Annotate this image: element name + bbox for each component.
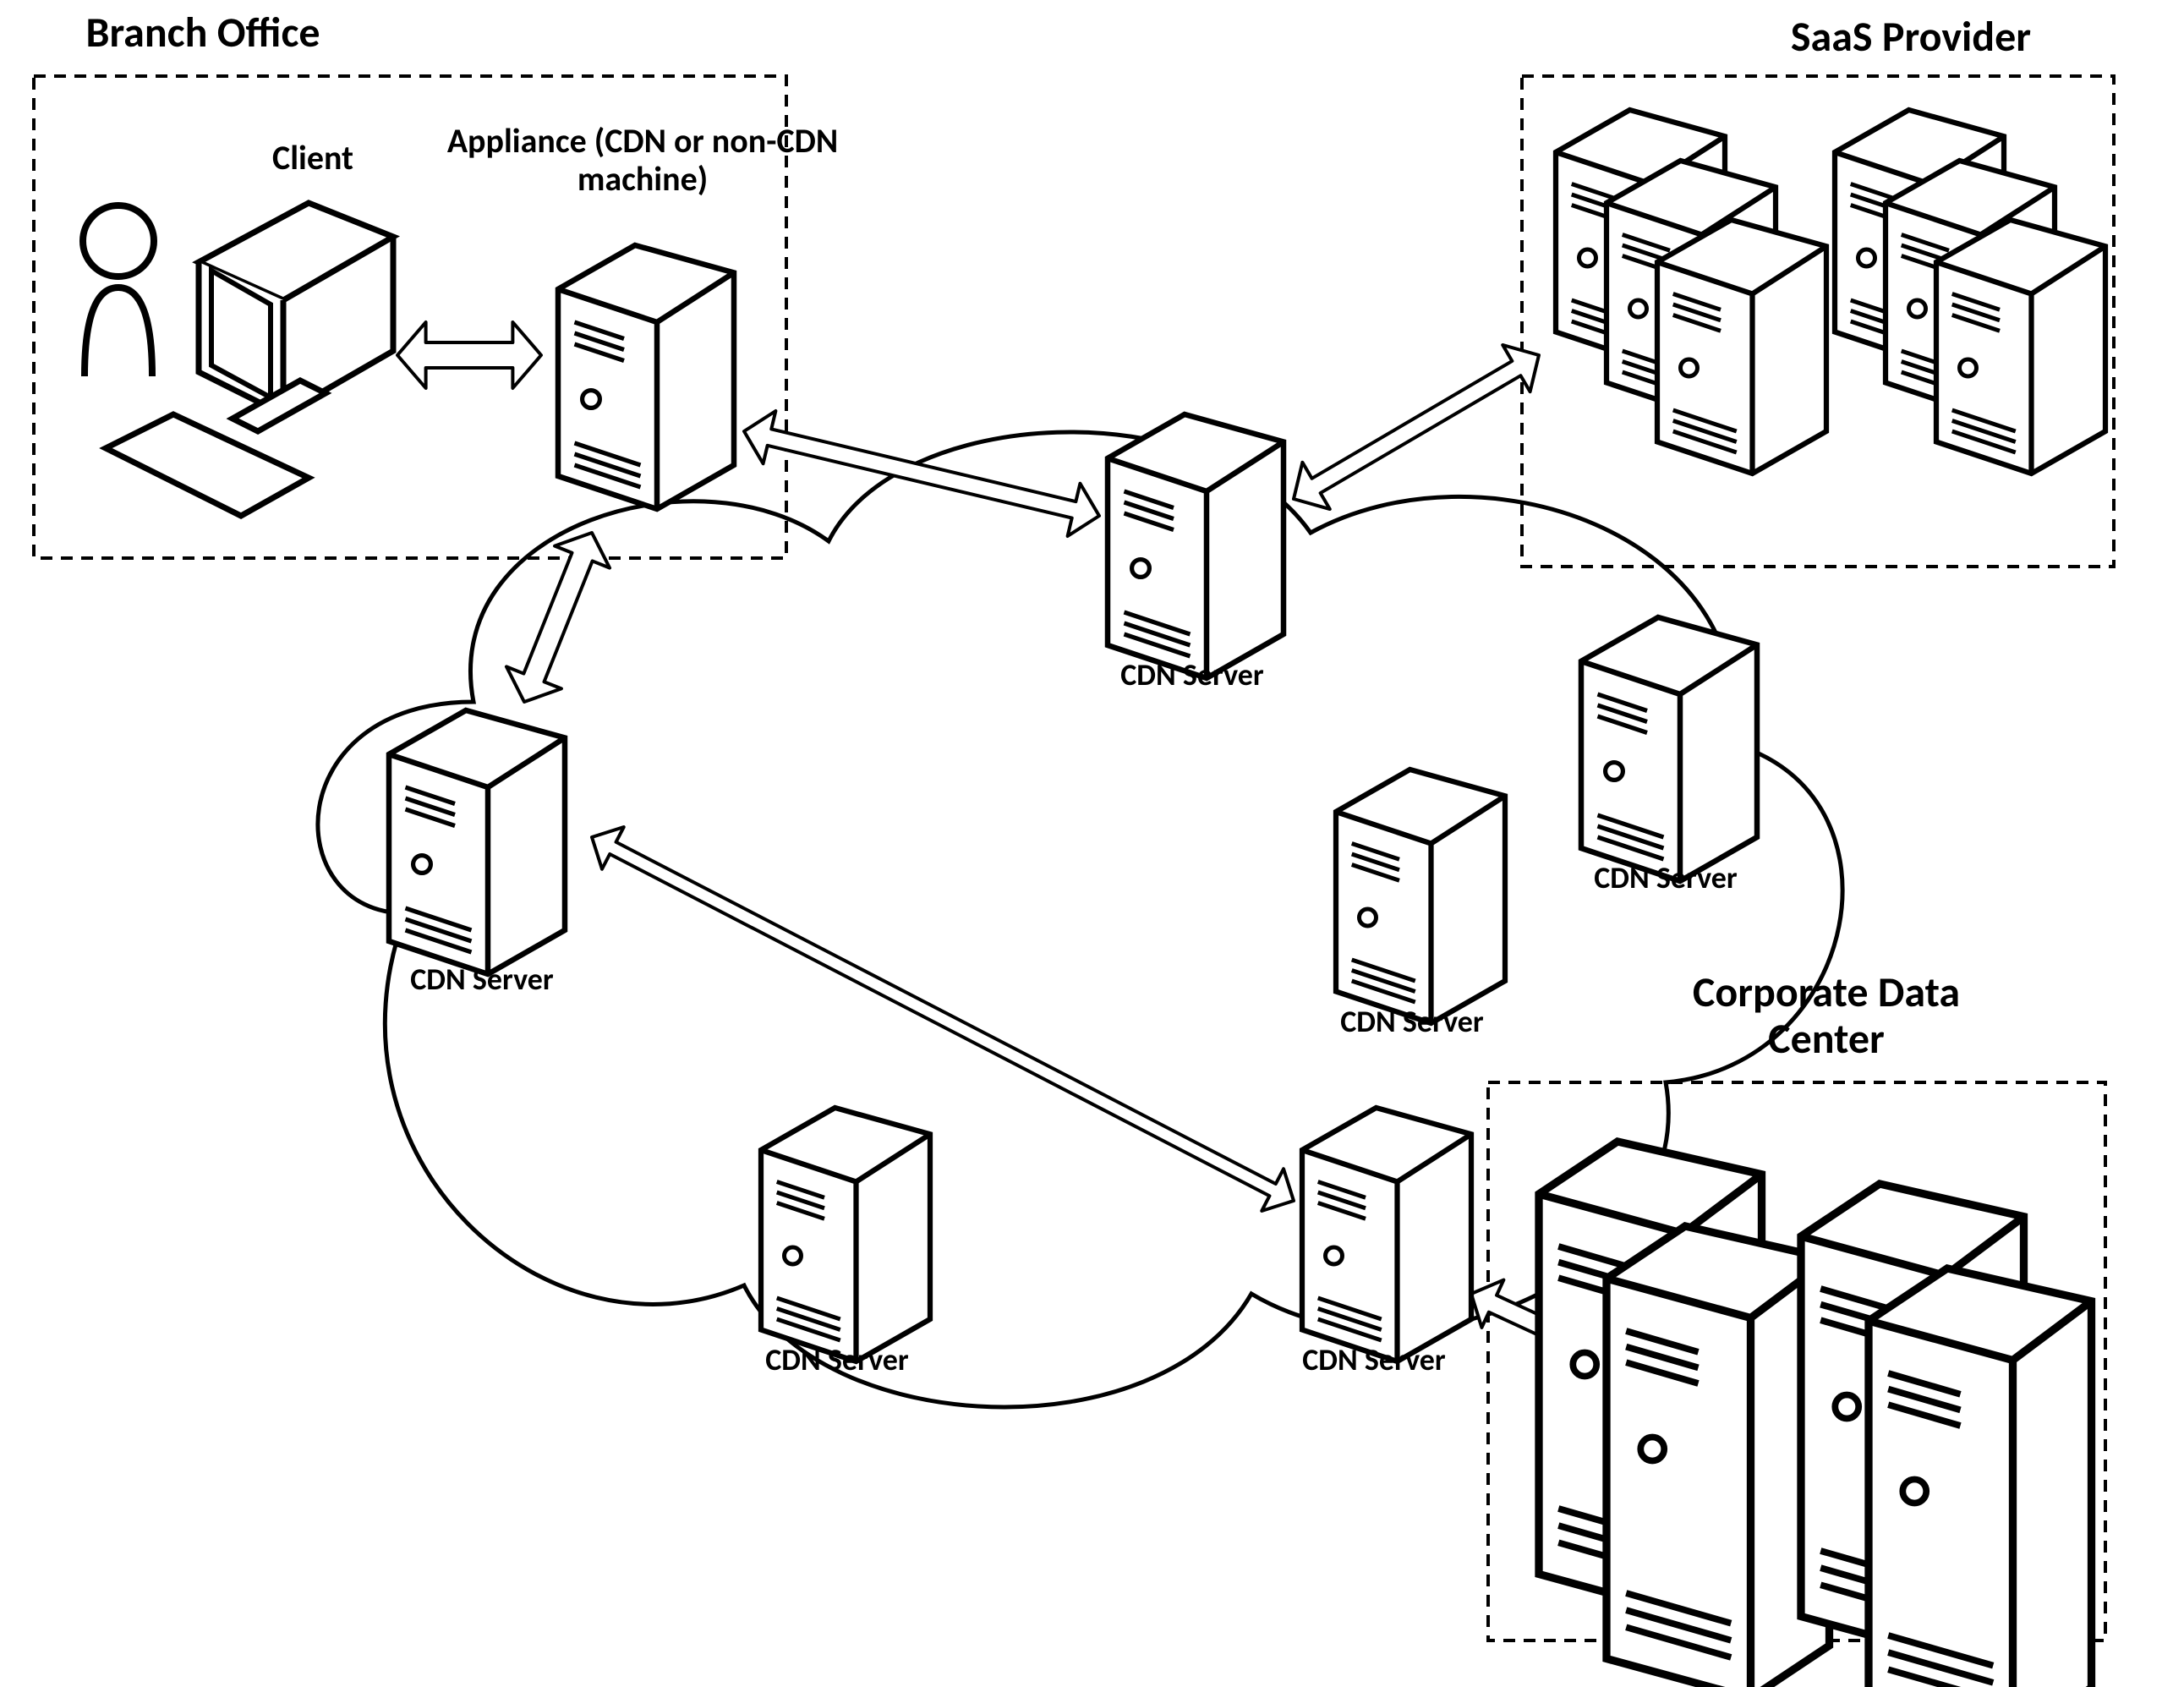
label-appliance1: Appliance (CDN or non-CDN — [447, 120, 838, 162]
arrow-cdntop-saas — [1280, 331, 1552, 522]
server-cdn-br — [1302, 1108, 1471, 1361]
corp-server-3 — [1869, 1268, 2092, 1687]
arrow-cdnleft-cdnbr — [581, 816, 1305, 1222]
client-icon — [83, 203, 393, 516]
label-cdn3: CDN Server — [1340, 1003, 1484, 1040]
server-cdn-bl — [761, 1108, 930, 1361]
server-cdn-right — [1581, 617, 1757, 881]
saas-server-2 — [1657, 220, 1826, 474]
arrow-appliance-cdnleft — [497, 522, 620, 713]
label-cdn2: CDN Server — [1594, 859, 1738, 896]
title-branch: Branch Office — [85, 7, 320, 58]
title-corp-2: Center — [1768, 1013, 1885, 1065]
label-appliance2: machine) — [577, 158, 708, 200]
title-saas: SaaS Provider — [1791, 11, 2031, 63]
server-appliance — [558, 245, 734, 509]
label-client: Client — [272, 137, 353, 178]
label-cdn4: CDN Server — [1302, 1341, 1446, 1378]
label-cdn6: CDN Server — [410, 961, 554, 998]
server-cdn-top — [1108, 414, 1284, 678]
saas-server-5 — [1936, 220, 2105, 474]
label-cdn1: CDN Server — [1120, 656, 1264, 693]
server-cdn-mid — [1336, 770, 1505, 1023]
corp-server-1 — [1607, 1226, 1830, 1687]
arrow-client-appliance — [397, 322, 541, 388]
title-corp: Corporate Data — [1693, 967, 1960, 1018]
label-cdn5: CDN Server — [765, 1341, 909, 1378]
server-cdn-left — [389, 710, 565, 974]
network-diagram: Branch Office SaaS Provider Corporate Data… — [0, 0, 2184, 1687]
